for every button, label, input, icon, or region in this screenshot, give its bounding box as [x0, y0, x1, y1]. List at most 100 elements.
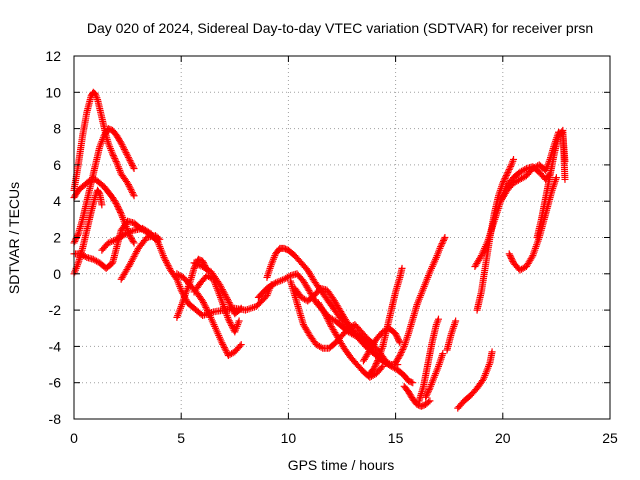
- data-point: [384, 359, 392, 367]
- data-point: [197, 262, 205, 270]
- data-point: [126, 261, 134, 269]
- data-point: [393, 333, 401, 341]
- data-point: [203, 305, 211, 313]
- data-point: [380, 358, 388, 366]
- data-point: [112, 158, 120, 166]
- data-point: [128, 227, 136, 235]
- data-point: [116, 138, 124, 146]
- data-point: [95, 189, 103, 197]
- data-point: [236, 305, 244, 313]
- data-point: [224, 315, 232, 323]
- data-point: [235, 317, 243, 325]
- data-point: [505, 165, 513, 173]
- series-trace-18: [366, 264, 406, 378]
- data-point: [204, 308, 212, 316]
- data-point: [128, 160, 136, 168]
- x-axis-label: GPS time / hours: [288, 457, 395, 473]
- data-point: [439, 237, 447, 245]
- data-point: [424, 398, 432, 406]
- data-point: [398, 347, 406, 355]
- data-point: [109, 152, 117, 160]
- data-point: [127, 158, 135, 166]
- data-point: [118, 141, 126, 149]
- data-point: [104, 239, 112, 247]
- data-point: [392, 331, 400, 339]
- data-point: [510, 155, 518, 163]
- x-tick-label: 20: [495, 430, 511, 446]
- data-point: [507, 253, 515, 261]
- x-tick-label: 0: [70, 430, 78, 446]
- data-point: [434, 315, 442, 323]
- series-trace-4: [70, 186, 106, 278]
- data-point: [285, 273, 293, 281]
- data-point: [111, 236, 119, 244]
- data-point: [501, 175, 509, 183]
- data-point: [122, 149, 130, 157]
- data-point: [504, 168, 512, 176]
- data-point: [199, 299, 207, 307]
- data-point: [132, 249, 140, 257]
- data-point: [81, 253, 89, 261]
- data-point: [508, 256, 516, 264]
- data-point: [117, 139, 125, 147]
- data-point: [404, 332, 412, 340]
- data-point: [126, 184, 134, 192]
- data-point: [106, 238, 114, 246]
- data-point: [277, 277, 285, 285]
- x-tick-label: 25: [602, 430, 618, 446]
- data-point: [193, 260, 201, 268]
- data-point: [396, 351, 404, 359]
- axis-ticks: 0 5 10 15 20 25 -8 -6 -4 -2 0 2 4 6 8 10 12: [45, 48, 618, 446]
- data-point: [449, 324, 457, 332]
- data-point: [397, 348, 405, 356]
- data-point: [395, 353, 403, 361]
- data-point: [128, 187, 136, 195]
- data-point: [506, 251, 514, 259]
- series-trace-11: [190, 259, 245, 318]
- data-point: [203, 307, 211, 315]
- y-tick-label: -4: [49, 338, 62, 354]
- data-point: [116, 207, 124, 215]
- data-point: [386, 360, 394, 368]
- data-point: [450, 322, 458, 330]
- data-point: [192, 260, 200, 268]
- data-point: [163, 260, 171, 268]
- data-point: [161, 255, 169, 263]
- data-point: [407, 378, 415, 386]
- data-point: [505, 167, 513, 175]
- y-tick-label: -8: [49, 411, 62, 427]
- series-trace-28: [505, 174, 560, 274]
- data-point: [551, 179, 559, 187]
- data-point: [128, 256, 136, 264]
- data-point: [394, 334, 402, 342]
- data-point: [326, 321, 334, 329]
- data-point: [219, 287, 227, 295]
- series-trace-19: [359, 324, 404, 365]
- data-point: [162, 258, 170, 266]
- series-trace-24: [443, 317, 460, 354]
- data-point: [372, 360, 380, 368]
- data-point: [394, 336, 402, 344]
- data-point: [374, 357, 382, 365]
- data-point: [425, 386, 433, 394]
- data-point: [222, 347, 230, 355]
- data-point: [162, 257, 170, 265]
- data-point: [109, 237, 117, 245]
- data-point: [315, 342, 323, 350]
- data-point: [317, 343, 325, 351]
- data-point: [228, 322, 236, 330]
- data-point: [226, 300, 234, 308]
- data-point: [126, 157, 134, 165]
- data-point: [449, 326, 457, 334]
- data-point: [112, 199, 120, 207]
- data-point: [223, 294, 231, 302]
- data-point: [507, 162, 515, 170]
- data-point: [98, 201, 106, 209]
- data-point: [236, 342, 244, 350]
- data-point: [133, 248, 141, 256]
- data-point: [424, 389, 432, 397]
- data-point: [399, 344, 407, 352]
- y-tick-label: -6: [49, 375, 62, 391]
- data-point: [507, 254, 515, 262]
- series-trace-21: [400, 382, 434, 410]
